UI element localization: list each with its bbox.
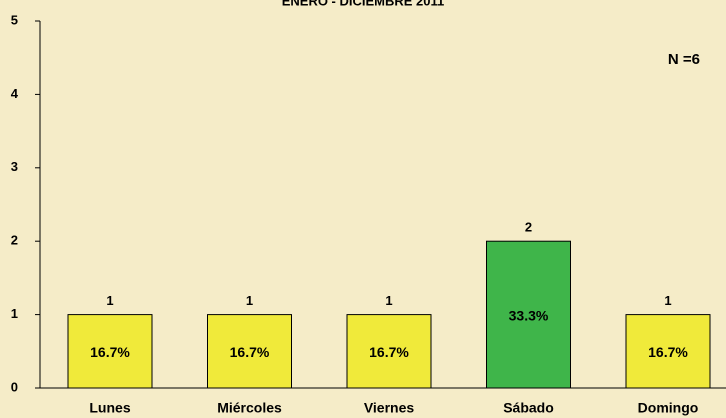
y-tick-label: 5 [11,12,18,27]
y-tick-label: 1 [11,306,18,321]
y-tick-label: 0 [11,379,18,394]
y-tick-label: 4 [11,86,19,101]
bar [67,314,153,389]
bar [207,314,292,389]
share-label: 16.7% [90,344,130,360]
x-tick-label: Miércoles [217,400,282,416]
share-label: 16.7% [648,344,688,360]
x-tick-label: Sábado [503,400,554,416]
bar [625,314,711,389]
value-label: 1 [246,293,253,308]
share-label: 16.7% [230,344,270,360]
bar [486,240,571,389]
value-label: 1 [664,293,671,308]
x-tick-label: Lunes [89,400,130,416]
chart-title: ENERO - DICIEMBRE 2011 [282,0,445,8]
value-label: 1 [385,293,392,308]
annotation: N =6 [668,51,700,68]
share-label: 33.3% [509,307,549,323]
bar [346,314,432,389]
x-tick-label: Domingo [638,400,699,416]
value-label: 2 [525,220,532,235]
y-tick-label: 3 [11,159,18,174]
y-tick-label: 2 [11,233,18,248]
share-label: 16.7% [369,344,409,360]
value-label: 1 [106,293,113,308]
x-tick-label: Viernes [364,400,415,416]
